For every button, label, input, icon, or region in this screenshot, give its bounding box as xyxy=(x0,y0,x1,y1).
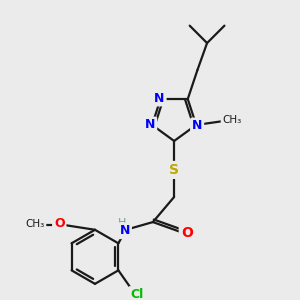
Text: N: N xyxy=(154,92,165,105)
Text: CH₃: CH₃ xyxy=(26,219,45,229)
Text: Cl: Cl xyxy=(130,288,143,300)
Text: N: N xyxy=(120,224,130,237)
Text: O: O xyxy=(181,226,193,240)
Text: S: S xyxy=(169,163,179,177)
Text: N: N xyxy=(192,119,202,132)
Text: CH₃: CH₃ xyxy=(222,115,242,125)
Text: O: O xyxy=(54,218,64,230)
Text: N: N xyxy=(145,118,155,131)
Text: H: H xyxy=(118,218,126,228)
